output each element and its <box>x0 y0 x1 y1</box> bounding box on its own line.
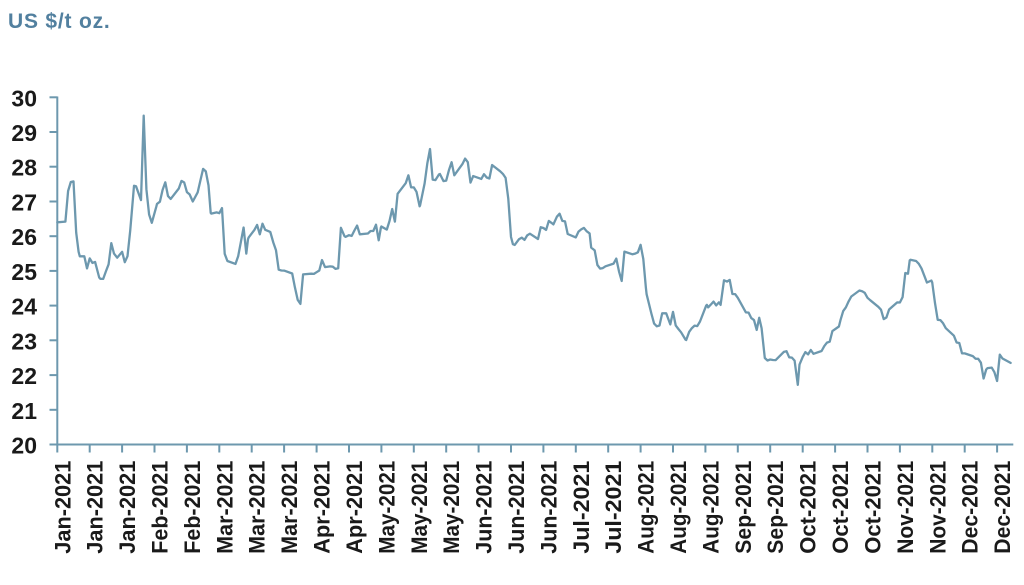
svg-text:Aug-2021: Aug-2021 <box>698 461 723 554</box>
svg-text:Sep-2021: Sep-2021 <box>763 461 788 554</box>
svg-text:May-2021: May-2021 <box>439 461 464 554</box>
svg-text:Feb-2021: Feb-2021 <box>180 461 205 554</box>
svg-text:22: 22 <box>11 363 37 389</box>
svg-text:Aug-2021: Aug-2021 <box>634 461 659 554</box>
svg-text:Sep-2021: Sep-2021 <box>731 461 756 554</box>
svg-text:Oct-2021: Oct-2021 <box>828 461 853 554</box>
svg-text:Oct-2021: Oct-2021 <box>861 461 886 554</box>
svg-text:Jan-2021: Jan-2021 <box>115 461 140 554</box>
svg-text:24: 24 <box>11 294 37 320</box>
svg-text:Nov-2021: Nov-2021 <box>925 461 950 554</box>
svg-text:Mar-2021: Mar-2021 <box>245 461 270 554</box>
svg-text:Jun-2021: Jun-2021 <box>472 461 497 554</box>
svg-text:Mar-2021: Mar-2021 <box>277 461 302 554</box>
svg-text:27: 27 <box>11 190 37 216</box>
svg-text:30: 30 <box>11 85 37 111</box>
svg-text:Jul-2021: Jul-2021 <box>601 461 626 554</box>
svg-text:Dec-2021: Dec-2021 <box>990 461 1015 554</box>
svg-text:23: 23 <box>11 328 37 354</box>
svg-text:Jan-2021: Jan-2021 <box>50 461 75 554</box>
svg-text:Aug-2021: Aug-2021 <box>666 461 691 554</box>
svg-text:Dec-2021: Dec-2021 <box>958 461 983 554</box>
svg-text:29: 29 <box>11 120 37 146</box>
svg-text:Apr-2021: Apr-2021 <box>310 461 335 554</box>
svg-text:Apr-2021: Apr-2021 <box>342 461 367 554</box>
svg-text:20: 20 <box>11 433 37 459</box>
svg-text:Jun-2021: Jun-2021 <box>536 461 561 554</box>
svg-text:US $/t oz.: US $/t oz. <box>8 10 111 33</box>
svg-text:28: 28 <box>11 155 37 181</box>
svg-text:21: 21 <box>11 398 37 424</box>
svg-text:Jan-2021: Jan-2021 <box>83 461 108 554</box>
svg-text:May-2021: May-2021 <box>407 461 432 554</box>
svg-text:Oct-2021: Oct-2021 <box>796 461 821 554</box>
svg-text:Jul-2021: Jul-2021 <box>569 461 594 554</box>
svg-text:26: 26 <box>11 224 37 250</box>
svg-text:Feb-2021: Feb-2021 <box>148 461 173 554</box>
svg-text:Jun-2021: Jun-2021 <box>504 461 529 554</box>
svg-text:25: 25 <box>11 259 37 285</box>
svg-text:Mar-2021: Mar-2021 <box>212 461 237 554</box>
svg-text:Nov-2021: Nov-2021 <box>893 461 918 554</box>
svg-text:May-2021: May-2021 <box>374 461 399 554</box>
